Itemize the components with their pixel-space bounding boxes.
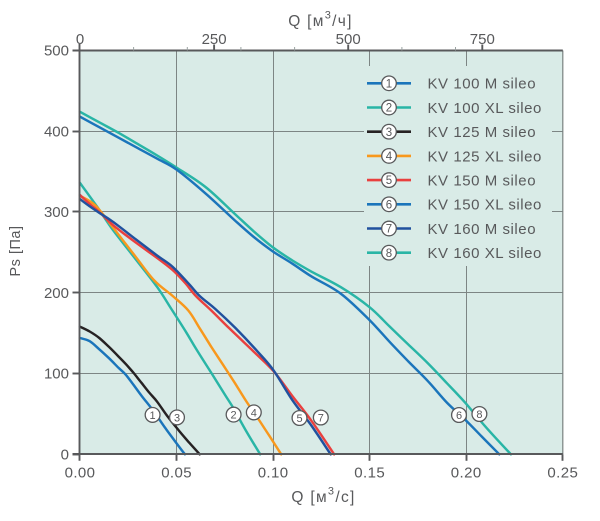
svg-text:KV 100 M sileo: KV 100 M sileo (428, 76, 537, 93)
svg-text:4: 4 (251, 407, 257, 419)
svg-text:300: 300 (44, 204, 69, 221)
svg-text:0.00: 0.00 (65, 464, 96, 481)
svg-text:0: 0 (76, 31, 84, 48)
svg-text:8: 8 (476, 409, 482, 421)
svg-text:KV 100 XL sileo: KV 100 XL sileo (428, 100, 542, 117)
svg-text:200: 200 (44, 285, 69, 302)
svg-text:5: 5 (296, 413, 302, 425)
svg-text:0.05: 0.05 (161, 464, 192, 481)
svg-text:1: 1 (386, 78, 392, 90)
svg-text:3: 3 (386, 127, 392, 139)
svg-text:400: 400 (44, 123, 69, 140)
svg-text:4: 4 (386, 151, 393, 163)
svg-text:0.20: 0.20 (451, 464, 482, 481)
svg-text:0.25: 0.25 (547, 464, 578, 481)
svg-text:5: 5 (386, 175, 392, 187)
svg-text:8: 8 (386, 248, 392, 260)
svg-text:6: 6 (386, 199, 392, 211)
svg-text:0.15: 0.15 (354, 464, 385, 481)
svg-text:0: 0 (61, 447, 69, 464)
svg-text:Ps [Па]: Ps [Па] (8, 226, 24, 277)
svg-text:KV 160 XL sileo: KV 160 XL sileo (428, 245, 542, 262)
svg-text:2: 2 (231, 410, 237, 422)
svg-text:KV 150 XL sileo: KV 150 XL sileo (428, 197, 542, 214)
svg-text:Q [м3/с]: Q [м3/с] (291, 486, 355, 507)
svg-text:100: 100 (44, 366, 69, 383)
svg-text:250: 250 (202, 31, 227, 48)
svg-text:KV 160 M sileo: KV 160 M sileo (428, 221, 537, 238)
svg-text:750: 750 (470, 31, 495, 48)
svg-text:1: 1 (150, 410, 156, 422)
svg-text:7: 7 (318, 412, 324, 424)
svg-text:KV 125 XL sileo: KV 125 XL sileo (428, 148, 542, 165)
svg-text:3: 3 (174, 412, 180, 424)
svg-text:500: 500 (336, 31, 361, 48)
svg-text:KV 150 M sileo: KV 150 M sileo (428, 173, 537, 190)
svg-text:KV 125 M sileo: KV 125 M sileo (428, 124, 537, 141)
svg-text:0.10: 0.10 (258, 464, 289, 481)
svg-text:2: 2 (386, 103, 392, 115)
svg-text:7: 7 (386, 224, 392, 236)
svg-text:6: 6 (456, 410, 462, 422)
svg-text:500: 500 (44, 43, 69, 60)
svg-text:Q [м3/ч]: Q [м3/ч] (288, 10, 353, 31)
